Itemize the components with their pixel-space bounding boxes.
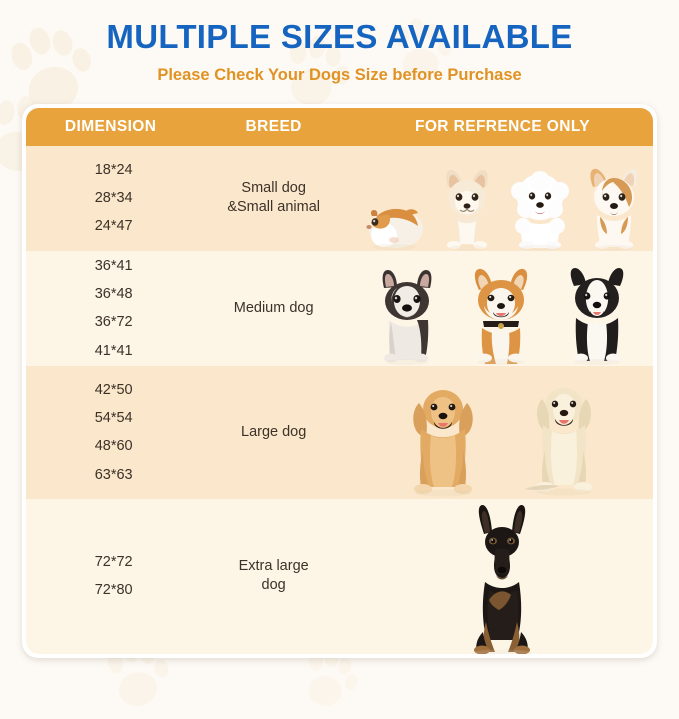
page-title: MULTIPLE SIZES AVAILABLE <box>106 18 573 55</box>
dimension-value: 36*41 <box>94 257 133 274</box>
dimension-value: 41*41 <box>94 342 133 359</box>
breed-label-line: Small dog <box>241 180 306 197</box>
cell-breed: Small dog &Small animal <box>195 179 352 217</box>
cell-reference-images <box>352 251 653 366</box>
column-header-dimension: DIMENSION <box>64 117 157 135</box>
cell-dimensions: 72*72 72*80 <box>26 548 195 605</box>
cell-breed: Large dog <box>195 423 352 442</box>
dimension-value: 28*34 <box>94 190 133 207</box>
yellow-labrador-image <box>524 387 592 496</box>
cell-reference-images <box>352 499 653 654</box>
table-row: 18*24 28*34 24*47 Small dog &Small anima… <box>26 145 653 251</box>
breed-label-line: Extra large <box>238 558 309 575</box>
cell-breed: Extra large dog <box>195 557 352 595</box>
cell-breed: Medium dog <box>195 299 352 318</box>
breed-label-line: Large dog <box>241 423 307 440</box>
breed-label-line: Medium dog <box>233 299 314 316</box>
french-bulldog-image <box>382 269 431 365</box>
size-chart-table: DIMENSION BREED FOR REFRENCE ONLY 18*24 … <box>26 107 653 654</box>
corgi-image <box>589 168 638 251</box>
guinea-pig-image <box>365 208 423 250</box>
cell-reference-images <box>352 366 653 499</box>
dimension-value: 36*48 <box>94 285 133 302</box>
doberman-pinscher-image <box>471 504 532 654</box>
table-header-row: DIMENSION BREED FOR REFRENCE ONLY <box>26 107 653 146</box>
breed-label-line: dog <box>261 577 286 594</box>
size-chart-card: DIMENSION BREED FOR REFRENCE ONLY 18*24 … <box>22 103 657 658</box>
cell-dimensions: 36*41 36*48 36*72 41*41 <box>26 252 195 365</box>
animal-image-strip <box>352 146 653 253</box>
border-collie-image <box>570 267 623 365</box>
chihuahua-image <box>445 169 488 251</box>
dimension-value: 24*47 <box>94 218 133 235</box>
animal-image-strip <box>352 251 653 368</box>
dimension-value: 36*72 <box>94 314 133 331</box>
page-header: MULTIPLE SIZES AVAILABLE Please Check Yo… <box>0 0 679 86</box>
dimension-value: 42*50 <box>94 381 133 398</box>
animal-image-strip <box>352 366 653 501</box>
dimension-value: 63*63 <box>94 466 133 483</box>
dimension-value: 72*80 <box>94 582 133 599</box>
shiba-inu-image <box>474 268 527 365</box>
cell-dimensions: 42*50 54*54 48*60 63*63 <box>26 376 195 489</box>
column-header-breed: BREED <box>245 117 302 135</box>
column-header-reference: FOR REFRENCE ONLY <box>414 117 591 135</box>
bichon-frise-image <box>510 170 569 251</box>
dimension-value: 72*72 <box>94 553 133 570</box>
dimension-value: 48*60 <box>94 438 133 455</box>
dimension-value: 54*54 <box>94 409 133 426</box>
cell-reference-images <box>352 146 653 251</box>
table-row: 42*50 54*54 48*60 63*63 Large dog <box>26 365 653 499</box>
table-row: 72*72 72*80 Extra large dog <box>26 498 653 654</box>
table-row: 36*41 36*48 36*72 41*41 Medium dog <box>26 250 653 366</box>
golden-retriever-image <box>412 389 473 497</box>
cell-dimensions: 18*24 28*34 24*47 <box>26 156 195 241</box>
animal-image-strip <box>352 499 653 654</box>
breed-label-line: &Small animal <box>227 199 320 216</box>
dimension-value: 18*24 <box>94 161 133 178</box>
page-subtitle: Please Check Your Dogs Size before Purch… <box>157 65 522 84</box>
